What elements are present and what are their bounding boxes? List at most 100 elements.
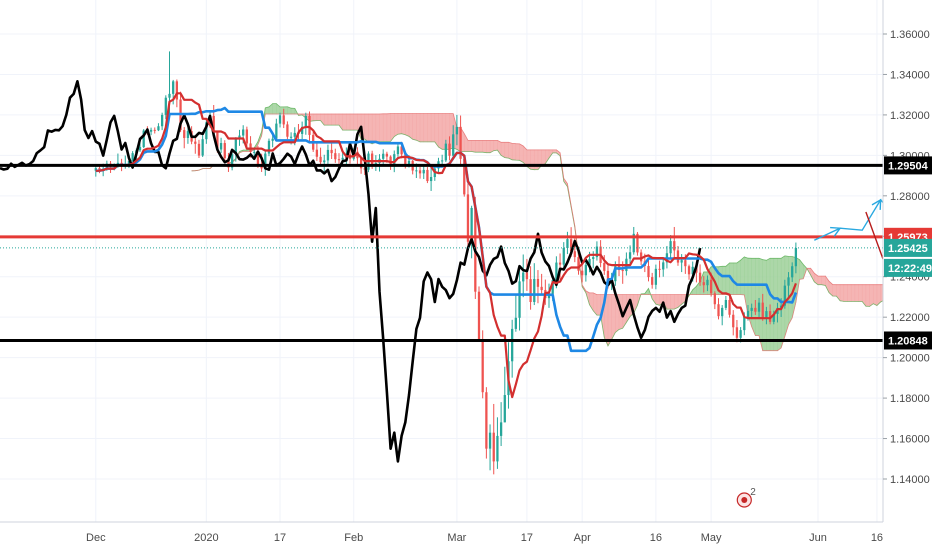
cloud-segment xyxy=(597,295,601,315)
cloud-segment xyxy=(273,104,277,114)
candle-body xyxy=(533,279,535,302)
candle-body xyxy=(430,177,432,181)
candle-body xyxy=(161,115,163,126)
candle-body xyxy=(706,280,708,285)
candle-body xyxy=(371,154,373,166)
cloud-segment xyxy=(332,114,336,125)
candle-body xyxy=(714,293,716,304)
y-tick-label: 1.16000 xyxy=(890,434,930,446)
candle-body xyxy=(268,141,270,154)
x-tick-label: 2020 xyxy=(194,532,218,544)
candle-body xyxy=(651,277,653,285)
candle-body xyxy=(511,329,513,361)
candle-body xyxy=(725,300,727,308)
cloud-segment xyxy=(431,114,435,142)
x-tick-label: 16 xyxy=(650,532,662,544)
cloud-segment xyxy=(313,114,317,121)
cloud-segment xyxy=(674,295,678,310)
cloud-segment xyxy=(438,114,442,150)
cloud-segment xyxy=(755,258,759,335)
candle-body xyxy=(485,392,487,448)
cloud-segment xyxy=(553,150,557,153)
candle-body xyxy=(515,318,517,329)
candle-body xyxy=(224,143,226,158)
cloud-segment xyxy=(383,114,387,142)
candle-body xyxy=(165,98,167,115)
candle-body xyxy=(739,330,741,338)
candle-body xyxy=(751,308,753,311)
candle-body xyxy=(242,129,244,135)
candle xyxy=(485,387,487,458)
cloud-segment xyxy=(402,114,406,135)
candle-body xyxy=(220,143,222,149)
candle-body xyxy=(496,436,498,461)
candle-body xyxy=(330,150,332,153)
candle-body xyxy=(183,130,185,138)
cloud-segment xyxy=(851,285,855,302)
candle-body xyxy=(246,129,248,143)
cloud-segment xyxy=(483,140,487,152)
cloud-segment xyxy=(726,263,730,295)
cloud-segment xyxy=(398,114,402,135)
candle-body xyxy=(187,131,189,138)
candle-body xyxy=(754,308,756,312)
cloud-segment xyxy=(737,260,741,294)
candle-body xyxy=(294,133,296,137)
candle-body xyxy=(658,269,660,270)
cloud-segment xyxy=(335,114,339,125)
current-price-tag: 1.25425 xyxy=(884,239,932,257)
cloud-segment xyxy=(380,114,384,142)
cloud-segment xyxy=(472,140,476,152)
cloud-segment xyxy=(770,258,774,350)
candle-body xyxy=(452,134,454,155)
x-tick-label: 17 xyxy=(274,532,286,544)
candle-body xyxy=(526,272,528,279)
candle-body xyxy=(699,273,701,283)
cloud-segment xyxy=(486,140,490,152)
candle-body xyxy=(655,269,657,285)
cloud-segment xyxy=(354,114,358,130)
cloud-segment xyxy=(324,114,328,125)
y-tick-label: 1.28000 xyxy=(890,191,930,203)
candle-body xyxy=(577,257,579,271)
candle-body xyxy=(710,280,712,294)
cloud-segment xyxy=(741,257,745,295)
candle-body xyxy=(743,317,745,330)
candle-body xyxy=(559,263,561,265)
candle-body xyxy=(732,315,734,328)
candle-body xyxy=(677,250,679,262)
x-tick-label: 16 xyxy=(871,532,883,544)
cloud-segment xyxy=(752,258,756,335)
candle-body xyxy=(758,303,760,312)
y-tick-label: 1.18000 xyxy=(890,393,930,405)
cloud-segment xyxy=(671,295,675,310)
cloud-segment xyxy=(667,295,671,310)
cloud-segment xyxy=(479,140,483,152)
candle-body xyxy=(253,152,255,153)
cloud-segment xyxy=(405,114,409,137)
candle xyxy=(224,140,226,161)
candle-body xyxy=(765,311,767,317)
cloud-segment xyxy=(608,295,612,346)
candle-body xyxy=(316,150,318,157)
candle-body xyxy=(747,311,749,317)
candle-body xyxy=(622,270,624,271)
candle-body xyxy=(334,153,336,159)
cloud-segment xyxy=(372,114,376,144)
candle-body xyxy=(482,339,484,392)
candle-body xyxy=(426,170,428,181)
countdown-tag-text: 12:22:49 xyxy=(888,263,932,275)
cloud-segment xyxy=(494,140,498,150)
cloud-segment xyxy=(424,114,428,142)
candle-body xyxy=(319,157,321,162)
x-tick-label: 17 xyxy=(521,532,533,544)
candle-body xyxy=(736,327,738,338)
candle-body xyxy=(541,287,543,290)
y-tick-label: 1.36000 xyxy=(890,29,930,41)
candle-body xyxy=(493,433,495,462)
cloud-segment xyxy=(818,276,822,285)
cloud-segment xyxy=(387,114,391,142)
candle-body xyxy=(717,304,719,316)
cloud-segment xyxy=(413,114,417,141)
